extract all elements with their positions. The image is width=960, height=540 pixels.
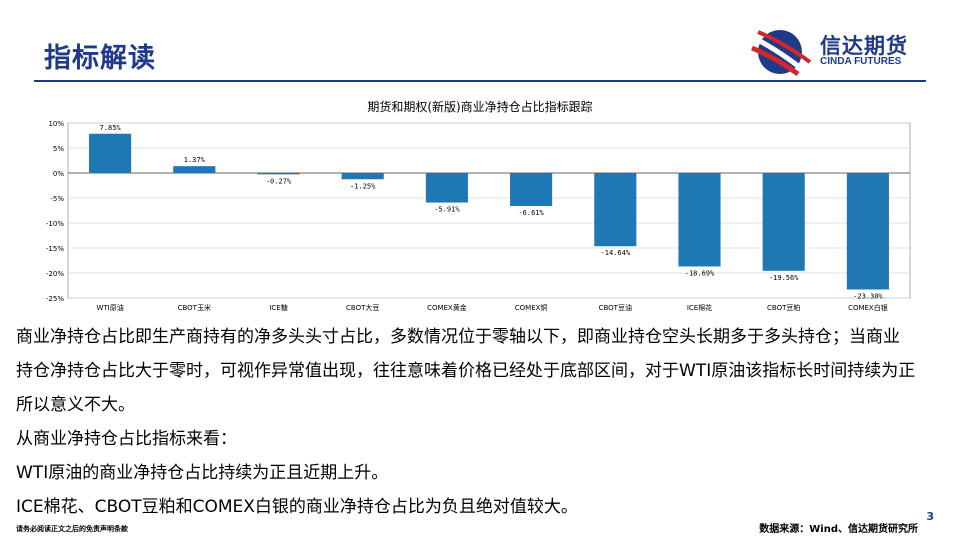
- x-tick-label: CBOT玉米: [178, 303, 211, 312]
- bar: [594, 173, 637, 247]
- bar: [678, 173, 721, 267]
- logo-mark-icon: [751, 30, 812, 77]
- data-label: -14.64%: [601, 249, 631, 257]
- paragraph-negative: ICE棉花、CBOT豆粕和COMEX白银的商业净持仓占比为负且绝对值较大。: [16, 497, 578, 517]
- y-tick-label: -25%: [46, 295, 64, 303]
- bar-chart: 10% 5% 0% -5% -10% -15% -20% -25% 7.85% WTI原油 1.37…: [46, 120, 911, 312]
- paragraph-definition: 商业净持仓占比即生产商持有的净多头头寸占比，多数情况位于零轴以下，即商业持仓空头…: [16, 327, 916, 415]
- bar: [510, 173, 553, 207]
- data-label: -1.25%: [350, 182, 376, 190]
- data-label: -23.30%: [853, 293, 883, 301]
- footer-disclaimer: 请务必阅读正文之后的免责声明条款: [16, 525, 128, 533]
- data-source: 数据来源：Wind、信达期货研究所: [759, 524, 918, 535]
- bar: [173, 166, 216, 173]
- title-divider: [34, 80, 926, 82]
- data-label: -6.61%: [518, 209, 544, 217]
- y-tick-label: -20%: [46, 270, 64, 278]
- x-tick-label: ICE糖: [269, 303, 287, 312]
- data-label: -19.56%: [769, 274, 799, 282]
- data-label: 7.85%: [100, 124, 122, 132]
- paragraph-intro: 从商业净持仓占比指标来看：: [16, 429, 237, 449]
- bar: [89, 133, 132, 173]
- y-tick-label: -15%: [46, 245, 64, 253]
- x-tick-label: COMEX铜: [515, 303, 548, 312]
- x-tick-label: ICE棉花: [687, 303, 712, 312]
- data-label: -0.27%: [266, 177, 292, 185]
- y-tick-label: -5%: [50, 195, 64, 203]
- paragraph-wti: WTI原油的商业净持仓占比持续为正且近期上升。: [16, 463, 389, 483]
- logo-english-name: CINDA FUTURES: [820, 56, 902, 67]
- data-label: 1.37%: [184, 156, 206, 164]
- bar-layer: [89, 133, 889, 290]
- analysis-text: 商业净持仓占比即生产商持有的净多头头寸占比，多数情况位于零轴以下，即商业持仓空头…: [16, 320, 916, 524]
- y-tick-label: 10%: [48, 120, 64, 128]
- bar: [341, 173, 384, 180]
- data-label: -5.91%: [434, 206, 460, 214]
- x-tick-label: CBOT大豆: [346, 303, 379, 312]
- company-logo: 信达期货 CINDA FUTURES: [748, 28, 938, 78]
- logo-chinese-name: 信达期货: [820, 34, 908, 58]
- x-tick-label: COMEX黄金: [427, 303, 467, 312]
- x-tick-label: CBOT豆油: [599, 303, 632, 312]
- label-layer: 10% 5% 0% -5% -10% -15% -20% -25% 7.85% WTI原油 1.37…: [46, 120, 888, 312]
- bar: [425, 173, 468, 203]
- x-tick-label: WTI原油: [96, 303, 123, 312]
- y-tick-label: -10%: [46, 220, 64, 228]
- slide-title: 指标解读: [44, 43, 156, 74]
- data-label: -18.69%: [685, 269, 715, 277]
- y-tick-label: 0%: [53, 170, 64, 178]
- bar: [846, 173, 889, 290]
- page-number: 3: [926, 510, 934, 523]
- bar: [762, 173, 805, 271]
- y-tick-label: 5%: [53, 145, 64, 153]
- x-tick-label: COMEX白银: [848, 303, 888, 312]
- chart-title: 期货和期权(新版)商业净持仓占比指标跟踪: [367, 100, 593, 114]
- x-tick-label: CBOT豆粕: [767, 303, 800, 312]
- bar: [257, 173, 300, 175]
